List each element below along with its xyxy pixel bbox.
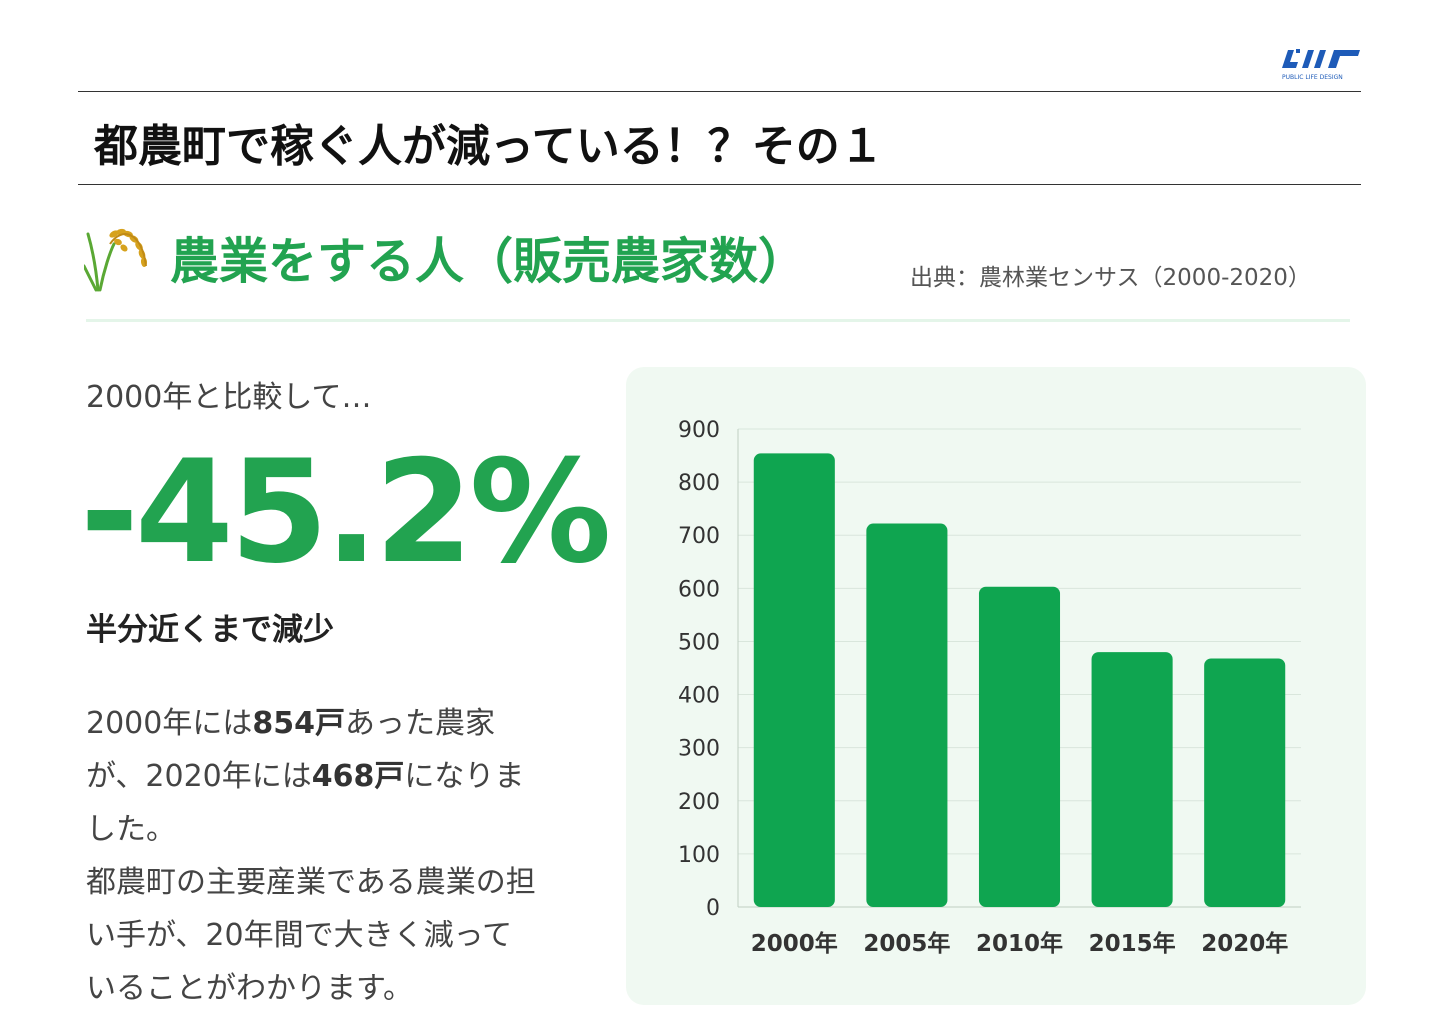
bar bbox=[978, 586, 1061, 907]
header-top-rule bbox=[78, 91, 1361, 92]
summary-line-5: い手が、20年間で大きく減って bbox=[86, 918, 513, 953]
y-tick-label: 400 bbox=[678, 684, 720, 709]
bar bbox=[1204, 658, 1286, 907]
header-bottom-rule bbox=[78, 184, 1361, 185]
compare-label: 2000年と比較して… bbox=[86, 380, 372, 415]
y-tick-label: 0 bbox=[706, 896, 720, 921]
summary-line-3: した。 bbox=[86, 812, 176, 847]
y-tick-label: 600 bbox=[678, 577, 720, 602]
y-tick-label: 200 bbox=[678, 790, 720, 815]
section-divider bbox=[86, 319, 1350, 322]
summary-line-1: 2000年には854戸あった農家 bbox=[86, 706, 495, 741]
bar bbox=[1091, 652, 1173, 907]
y-tick-label: 700 bbox=[678, 524, 720, 549]
x-tick-label: 2000年 bbox=[751, 930, 838, 957]
x-tick-label: 2015年 bbox=[1089, 930, 1176, 957]
y-tick-label: 800 bbox=[678, 471, 720, 496]
summary-line-6: いることがわかります。 bbox=[86, 971, 413, 1006]
change-percent: -45.2% bbox=[80, 430, 612, 595]
y-tick-label: 900 bbox=[678, 418, 720, 443]
x-tick-label: 2010年 bbox=[976, 930, 1063, 957]
source-citation: 出典：農林業センサス（2000-2020） bbox=[910, 265, 1311, 291]
bar-chart: 0 100 200 300 400 500 600 700 800 900 2000年 2005年 20… bbox=[678, 418, 1301, 957]
rice-plant-icon bbox=[84, 228, 148, 292]
bar bbox=[753, 453, 835, 907]
y-tick-label: 100 bbox=[678, 843, 720, 868]
summary-line-4: 都農町の主要産業である農業の担 bbox=[86, 865, 536, 900]
x-tick-label: 2005年 bbox=[863, 930, 950, 957]
chart-card: 0 100 200 300 400 500 600 700 800 900 2000年 2005年 20… bbox=[626, 367, 1366, 1005]
bar bbox=[866, 523, 948, 907]
company-logo: PUBLIC LIFE DESIGN bbox=[1282, 49, 1360, 81]
y-tick-label: 300 bbox=[678, 737, 720, 762]
y-tick-label: 500 bbox=[678, 630, 720, 655]
svg-text:PUBLIC LIFE DESIGN: PUBLIC LIFE DESIGN bbox=[1282, 74, 1343, 81]
page-title: 都農町で稼ぐ人が減っている！？その１ bbox=[94, 121, 884, 172]
summary-line-2: が、2020年には468戸になりま bbox=[86, 759, 525, 794]
x-tick-label: 2020年 bbox=[1201, 930, 1288, 957]
section-title: 農業をする人（販売農家数） bbox=[170, 233, 808, 290]
summary-headline: 半分近くまで減少 bbox=[86, 612, 334, 648]
